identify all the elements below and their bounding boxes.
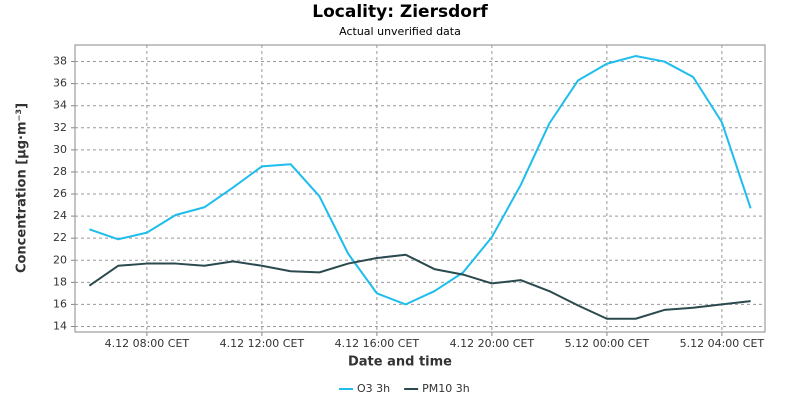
chart-title: Locality: Ziersdorf	[312, 2, 488, 22]
y-tick-label: 26	[53, 187, 67, 200]
y-tick-label: 14	[53, 319, 67, 332]
y-tick-label: 24	[53, 209, 67, 222]
y-tick-label: 20	[53, 253, 67, 266]
y-tick-label: 30	[53, 143, 67, 156]
x-tick-label: 4.12 20:00 CET	[450, 337, 535, 350]
chart-subtitle: Actual unverified data	[339, 25, 461, 38]
y-tick-label: 38	[53, 55, 67, 68]
y-tick-label: 28	[53, 165, 67, 178]
y-tick-label: 36	[53, 77, 67, 90]
legend-label: O3 3h	[357, 382, 390, 395]
y-tick-label: 22	[53, 231, 67, 244]
y-tick-label: 18	[53, 275, 67, 288]
x-tick-label: 4.12 12:00 CET	[220, 337, 305, 350]
data-line	[89, 55, 752, 306]
y-tick-label: 34	[53, 99, 67, 112]
x-axis-label: Date and time	[348, 355, 452, 370]
legend-label: PM10 3h	[422, 382, 470, 395]
x-tick-label: 5.12 00:00 CET	[565, 337, 650, 350]
y-axis-label: Concentration [µg·m⁻³]	[15, 103, 30, 273]
y-tick-label: 32	[53, 121, 67, 134]
plot-area	[74, 44, 766, 333]
data-line	[88, 253, 751, 320]
y-tick-label: 16	[53, 297, 67, 310]
x-tick-label: 4.12 16:00 CET	[335, 337, 420, 350]
x-tick-label: 5.12 04:00 CET	[680, 337, 765, 350]
x-tick-label: 4.12 08:00 CET	[105, 337, 190, 350]
